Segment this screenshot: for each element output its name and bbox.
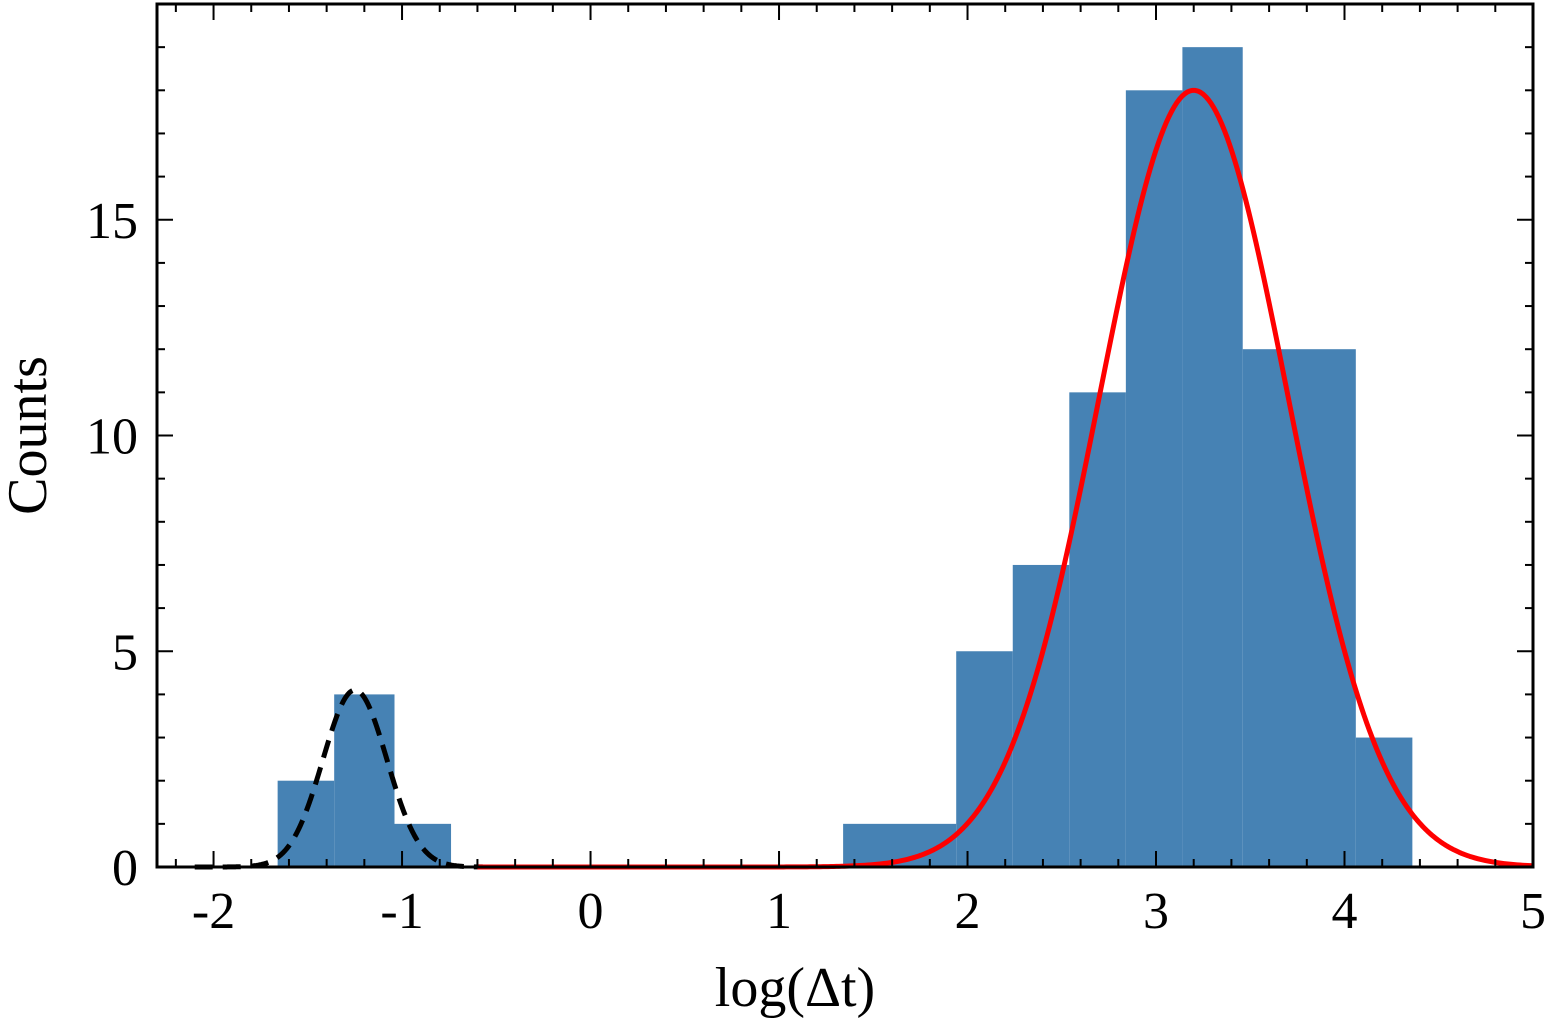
y-tick-label: 0 bbox=[112, 840, 138, 897]
y-tick-label: 15 bbox=[86, 193, 138, 250]
x-tick-label: 2 bbox=[955, 883, 981, 940]
histogram-bar-6 bbox=[1069, 392, 1126, 867]
x-tick-label: 1 bbox=[766, 883, 792, 940]
histogram-bar-8 bbox=[1182, 47, 1243, 867]
y-tick-label: 10 bbox=[86, 409, 138, 466]
x-tick-label: 3 bbox=[1143, 883, 1169, 940]
x-tick-label: 5 bbox=[1520, 883, 1546, 940]
histogram-bars bbox=[277, 47, 1413, 868]
plot-frame bbox=[155, 2, 1535, 869]
histogram-bar-2 bbox=[394, 823, 452, 867]
y-axis-label: Counts bbox=[0, 356, 59, 515]
x-tick-label: -2 bbox=[192, 883, 235, 940]
x-axis-label: log(Δt) bbox=[715, 957, 875, 1019]
histogram-bar-7 bbox=[1125, 90, 1183, 868]
x-tick-label: 4 bbox=[1332, 883, 1358, 940]
histogram-bar-0 bbox=[277, 780, 335, 867]
histogram-bar-1 bbox=[334, 694, 395, 867]
tick-labels: -2 -1 0 1 2 3 4 5 0 5 10 15 bbox=[86, 193, 1546, 940]
x-tick-label: 0 bbox=[578, 883, 604, 940]
x-tick-label: -1 bbox=[380, 883, 423, 940]
histogram-bar-9 bbox=[1242, 349, 1356, 867]
histogram-bar-4 bbox=[956, 651, 1013, 867]
y-tick-label: 5 bbox=[112, 624, 138, 681]
